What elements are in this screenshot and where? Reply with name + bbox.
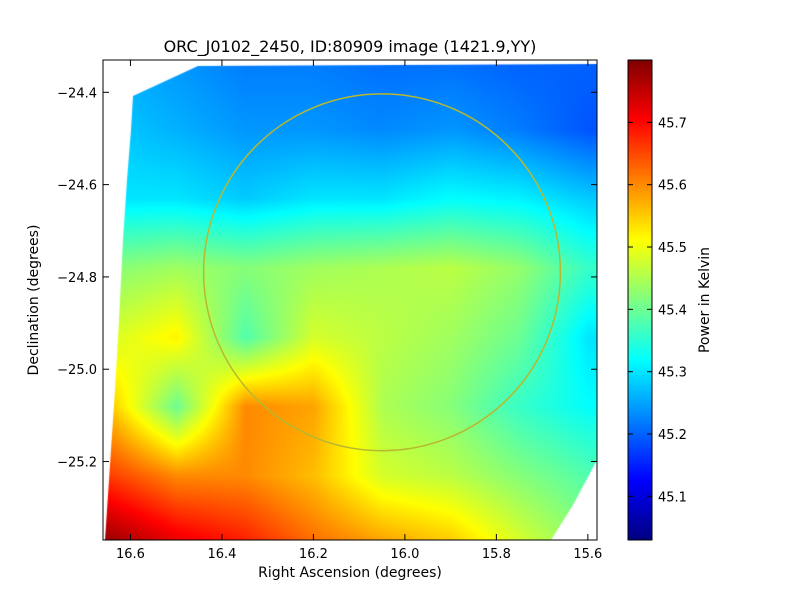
colorbar-tick: 45.5	[628, 241, 687, 256]
colorbar-tick: 45.4	[628, 303, 687, 318]
y-tick: −24.4	[57, 86, 597, 101]
chart-title: ORC_J0102_2450, ID:80909 image (1421.9,Y…	[164, 37, 537, 57]
y-tick-label: −25.2	[57, 456, 97, 471]
plot-frame	[102, 59, 598, 541]
x-tick: 16.2	[299, 60, 328, 562]
y-tick: −24.8	[57, 271, 597, 286]
heatmap-image	[103, 60, 597, 540]
y-tick-label: −24.6	[57, 179, 97, 194]
x-tick: 16.6	[116, 60, 145, 562]
colorbar-label: Power in Kelvin	[697, 247, 713, 353]
x-tick-label: 15.6	[573, 547, 602, 562]
colorbar-tick-label: 45.6	[658, 179, 687, 194]
y-tick-label: −24.4	[57, 86, 97, 101]
colorbar-tick: 45.7	[628, 116, 687, 131]
x-tick-label: 16.0	[390, 547, 419, 562]
colorbar-tick-label: 45.2	[658, 428, 687, 443]
x-tick: 15.6	[573, 60, 602, 562]
y-tick-label: −24.8	[57, 271, 97, 286]
colorbar-tick: 45.2	[628, 428, 687, 443]
x-tick: 15.8	[482, 60, 511, 562]
x-tick-label: 16.6	[116, 547, 145, 562]
x-tick-label: 16.4	[207, 547, 236, 562]
colorbar-tick: 45.1	[628, 490, 687, 505]
y-tick: −25.2	[57, 456, 597, 471]
aperture-circle	[202, 93, 562, 452]
heatmap-area	[103, 60, 597, 540]
x-tick-label: 15.8	[482, 547, 511, 562]
x-tick: 16.0	[390, 60, 419, 562]
colorbar	[627, 59, 653, 541]
y-tick-label: −25.0	[57, 363, 97, 378]
y-axis-label: Declination (degrees)	[26, 225, 42, 376]
y-tick: −25.0	[57, 363, 597, 378]
colorbar-tick: 45.3	[628, 366, 687, 381]
x-axis-ticks: 16.6 16.4 16.2 16.0 15.8 15.6	[116, 60, 602, 562]
colorbar-tick-label: 45.1	[658, 490, 687, 505]
y-axis-ticks: −24.4 −24.6 −24.8 −25.0 −25.2	[57, 86, 597, 471]
colorbar-tick-label: 45.4	[658, 303, 687, 318]
colorbar-tick-label: 45.7	[658, 116, 687, 131]
colorbar-tick-label: 45.3	[658, 366, 687, 381]
x-tick: 16.4	[207, 60, 236, 562]
x-tick-label: 16.2	[299, 547, 328, 562]
colorbar-ticks: 45.1 45.2 45.3 45.4 45.5 45.6 45.7	[628, 116, 687, 505]
y-tick: −24.6	[57, 179, 597, 194]
colorbar-tick: 45.6	[628, 179, 687, 194]
x-axis-label: Right Ascension (degrees)	[258, 565, 442, 581]
colorbar-tick-label: 45.5	[658, 241, 687, 256]
